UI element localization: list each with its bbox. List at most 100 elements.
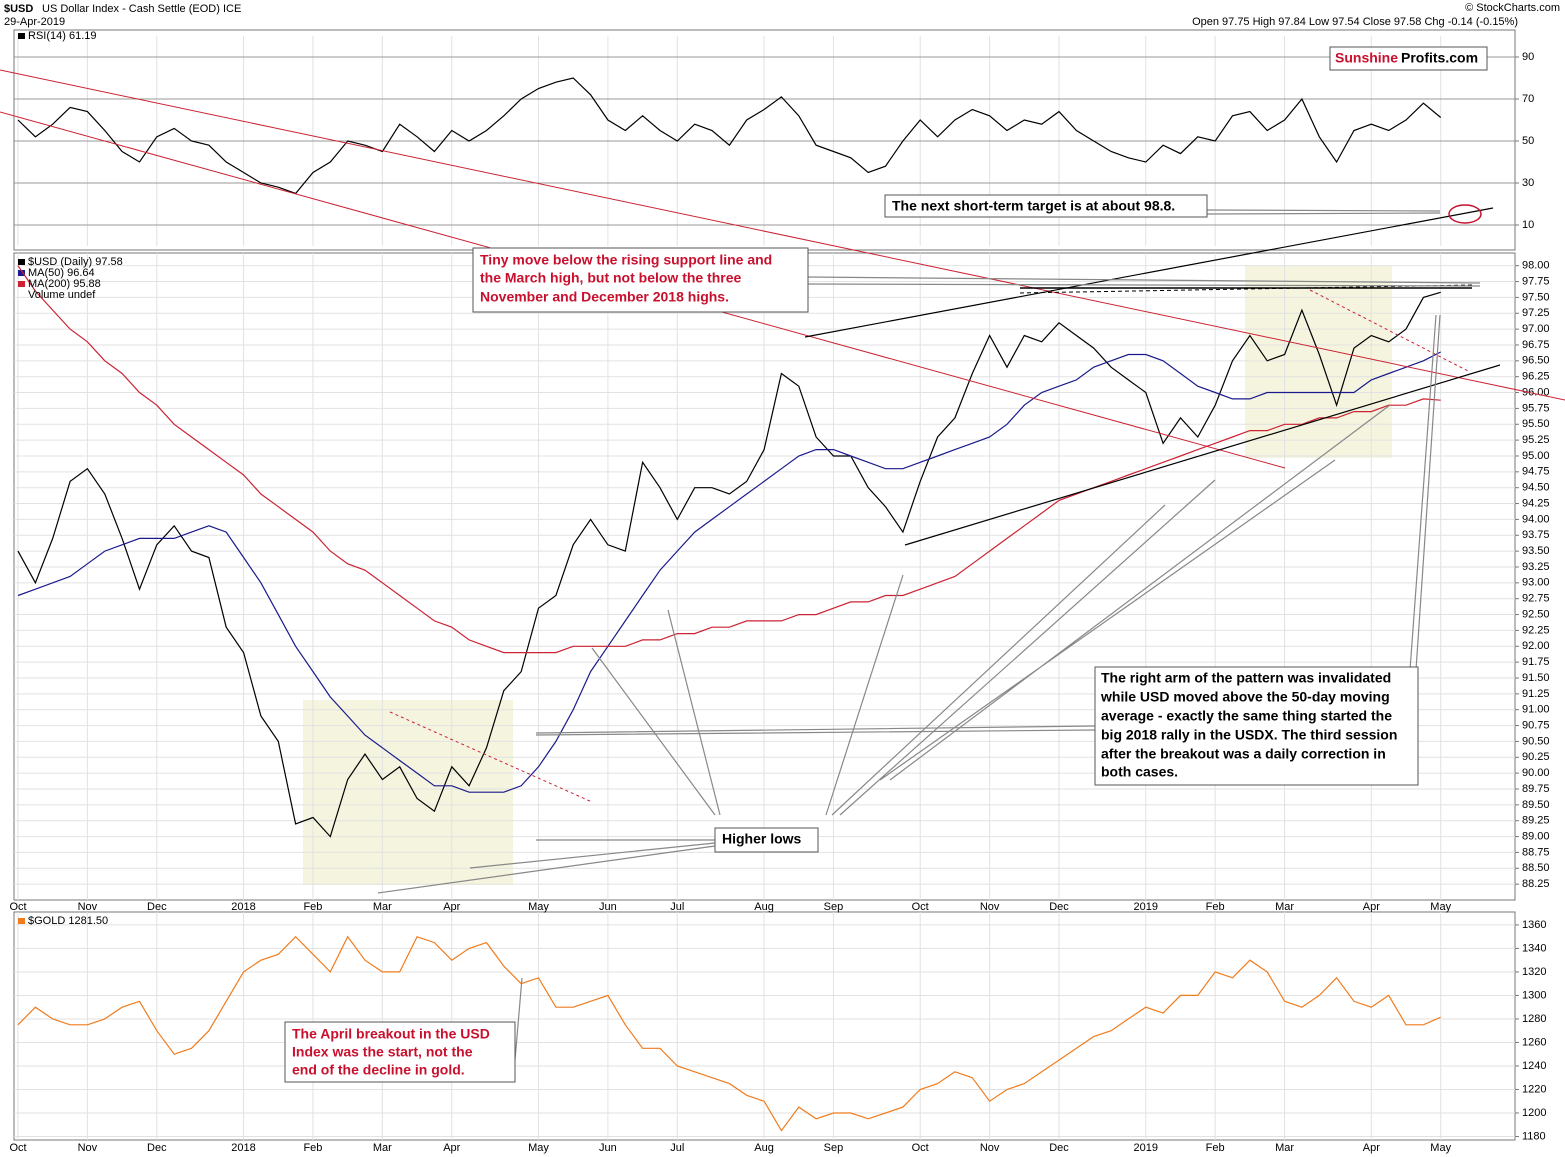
annotation: The right arm of the pattern was invalid… (1101, 670, 1391, 686)
callout (514, 977, 523, 1061)
y-tick-label: 97.75 (1522, 275, 1550, 287)
y-tick-label: 91.75 (1522, 656, 1550, 668)
x-tick-label: Dec (147, 1142, 167, 1154)
instrument-name: US Dollar Index - Cash Settle (EOD) ICE (42, 3, 241, 15)
x-tick-label: Nov (980, 1142, 1000, 1154)
x-tick-label: Jun (599, 1142, 617, 1154)
quote: Open 97.75 High 97.84 Low 97.54 Close 97… (1192, 16, 1518, 28)
y-tick-label: 50 (1522, 135, 1534, 147)
series-line (17, 935, 1441, 1132)
y-tick-label: 1220 (1522, 1083, 1546, 1095)
x-tick-label: Oct (912, 1142, 929, 1154)
dashed-line (1019, 284, 1473, 294)
x-tick-label: Oct (9, 1142, 26, 1154)
y-tick-label: 91.50 (1522, 672, 1550, 684)
y-tick-label: 96.00 (1522, 386, 1550, 398)
annotation: The April breakout in the USD (292, 1026, 490, 1042)
y-tick-label: 96.75 (1522, 339, 1550, 351)
y-tick-label: 90.50 (1522, 735, 1550, 747)
x-tick-label: Sep (824, 1142, 844, 1154)
x-tick-label: May (1430, 901, 1451, 913)
x-tick-label: Aug (754, 901, 774, 913)
y-tick-label: 94.00 (1522, 513, 1550, 525)
y-tick-label: 1260 (1522, 1036, 1546, 1048)
y-tick-label: 96.25 (1522, 371, 1550, 383)
x-tick-label: Nov (78, 901, 98, 913)
legend-entry: RSI(14) 61.19 (28, 30, 96, 42)
x-tick-label: May (528, 1142, 549, 1154)
trendlines (0, 69, 1565, 803)
y-tick-label: 92.25 (1522, 624, 1550, 636)
legend-entry: $GOLD 1281.50 (28, 915, 108, 927)
credit: © StockCharts.com (1465, 2, 1560, 14)
y-tick-label: 91.25 (1522, 688, 1550, 700)
series-line (17, 77, 1442, 195)
x-tick-label: Dec (1049, 1142, 1069, 1154)
x-tick-label: Dec (147, 901, 167, 913)
annotation-box (1094, 666, 1419, 786)
y-tick-label: 97.25 (1522, 307, 1550, 319)
date: 29-Apr-2019 (4, 16, 65, 28)
series-line (17, 265, 1441, 654)
y-tick-label: 1360 (1522, 919, 1546, 931)
y-tick-label: 1180 (1522, 1130, 1546, 1142)
legend-swatch (18, 270, 25, 276)
resistance-line (0, 69, 1565, 401)
y-tick-label: 1280 (1522, 1013, 1546, 1025)
annotation: average - exactly the same thing started… (1101, 708, 1392, 724)
x-tick-label: Aug (754, 1142, 774, 1154)
x-tick-label: Jun (599, 901, 617, 913)
x-tick-label: Oct (912, 901, 929, 913)
y-tick-label: 94.50 (1522, 482, 1550, 494)
dashed-line (389, 711, 593, 803)
y-tick-label: 90.00 (1522, 767, 1550, 779)
callout (1206, 209, 1441, 215)
y-tick-label: 93.00 (1522, 577, 1550, 589)
x-tick-label: Feb (303, 1142, 322, 1154)
y-tick-label: 1240 (1522, 1060, 1546, 1072)
support-line (904, 364, 1501, 546)
target-circle (1448, 204, 1482, 224)
x-tick-label: Apr (443, 901, 460, 913)
annotation: Index was the start, not the (292, 1044, 473, 1060)
x-tick-label: 2019 (1134, 1142, 1158, 1154)
watermark-box (1329, 46, 1488, 71)
annotation: Higher lows (722, 831, 802, 847)
y-tick-label: 96.50 (1522, 355, 1550, 367)
y-tick-label: 92.75 (1522, 593, 1550, 605)
y-tick-label: 94.25 (1522, 497, 1550, 509)
x-tick-label: 2019 (1134, 901, 1158, 913)
series-line (17, 351, 1441, 793)
legend-swatch (18, 918, 25, 924)
x-tick-label: Apr (1363, 1142, 1380, 1154)
x-tick-label: Mar (373, 901, 392, 913)
series-line (17, 291, 1441, 838)
y-tick-label: 97.00 (1522, 323, 1550, 335)
legend-swatch (18, 259, 25, 265)
y-tick-label: 1320 (1522, 966, 1546, 978)
y-tick-label: 30 (1522, 177, 1534, 189)
x-tick-label: Oct (9, 901, 26, 913)
y-tick-label: 1300 (1522, 989, 1546, 1001)
x-tick-label: Nov (78, 1142, 98, 1154)
plot: 10 30 50 70 90 RSI(14) 61.19 Oct Nov Dec 2018 Feb M… (9, 30, 1549, 1154)
x-tick-label: Jul (670, 1142, 684, 1154)
y-tick-label: 1340 (1522, 942, 1546, 954)
x-tick-label: Dec (1049, 901, 1069, 913)
y-tick-label: 93.25 (1522, 561, 1550, 573)
annotation-box (714, 827, 819, 853)
y-tick-label: 98.00 (1522, 260, 1550, 272)
watermark: Profits.com (1401, 50, 1478, 66)
x-tick-label: 2018 (231, 901, 255, 913)
annotation: Tiny move below the rising support line … (480, 252, 772, 268)
watermark: Sunshine (1335, 50, 1398, 66)
y-tick-label: 90.25 (1522, 751, 1550, 763)
y-tick-label: 97.50 (1522, 291, 1550, 303)
callout (535, 725, 1096, 736)
annotation: while USD moved above the 50-day moving (1100, 689, 1390, 705)
callout (807, 276, 1481, 287)
y-tick-label: 89.00 (1522, 830, 1550, 842)
x-tick-label: Apr (1363, 901, 1380, 913)
x-tick-label: Feb (303, 901, 322, 913)
